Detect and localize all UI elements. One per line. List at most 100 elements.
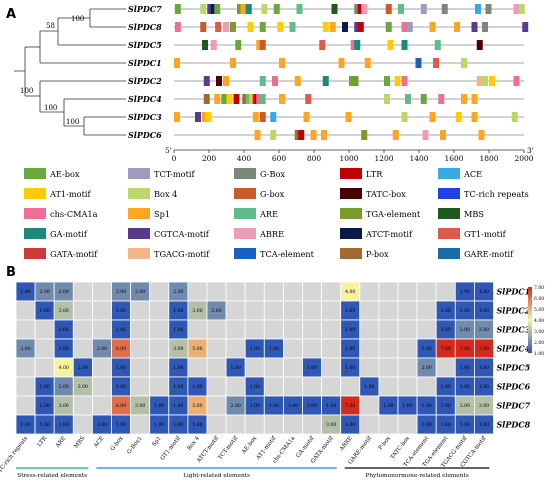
legend-label: GATA-motif <box>50 249 98 259</box>
legend-label: AE-box <box>49 169 80 179</box>
motif-box <box>461 94 467 104</box>
legend-swatch <box>340 168 362 179</box>
motif-box <box>270 130 277 140</box>
heatmap-cell <box>321 338 342 359</box>
legend-swatch <box>438 208 460 219</box>
motif-box <box>489 76 495 86</box>
heatmap-cell <box>15 376 36 397</box>
heatmap-cell <box>302 319 323 340</box>
heatmap-cell <box>149 281 170 302</box>
heatmap-cell-label: 3.00 <box>326 422 336 428</box>
heatmap-cell <box>321 281 342 302</box>
tree-branch <box>63 98 126 127</box>
heatmap-column-label: AE-box <box>241 435 259 456</box>
legend-label: Sp1 <box>154 209 170 219</box>
motif-box <box>296 4 303 14</box>
legend-label: MBS <box>464 209 484 219</box>
heatmap-cell <box>435 357 456 378</box>
heatmap-cell <box>435 281 456 302</box>
heatmap-cell-label: 1.00 <box>441 327 451 333</box>
motif-box <box>279 94 285 104</box>
heatmap-cell <box>206 281 227 302</box>
motif-box <box>384 76 390 86</box>
heatmap-cell <box>130 357 151 378</box>
motif-box <box>394 76 401 86</box>
heatmap-cell-label: 1.00 <box>345 327 355 333</box>
heatmap-cell <box>187 357 208 378</box>
heatmap-cell-label: 1.00 <box>116 327 126 333</box>
motif-box <box>518 4 525 14</box>
heatmap-cell-label: 1.00 <box>59 422 69 428</box>
heatmap-cell <box>282 319 303 340</box>
gene-name: SlPDC3 <box>128 112 162 122</box>
tree-branch <box>83 116 126 136</box>
heatmap-cell <box>263 319 284 340</box>
legend-label: GT1-motif <box>464 229 507 239</box>
heatmap-cell-label: 1.00 <box>441 384 451 390</box>
heatmap-cell <box>302 300 323 321</box>
bootstrap-value: 100 <box>20 87 33 95</box>
motif-box <box>200 4 207 14</box>
motif-box <box>279 58 285 68</box>
motif-box <box>482 76 488 86</box>
motif-box <box>235 40 242 50</box>
heatmap-cell <box>282 357 303 378</box>
heatmap-cell <box>416 376 437 397</box>
heatmap-cell-label: 1.00 <box>460 422 470 428</box>
axis-5-prime: 5' <box>165 146 172 155</box>
heatmap-cell-label: 2.00 <box>231 403 241 409</box>
motif-box <box>252 94 259 104</box>
heatmap-cell-label: 1.00 <box>173 403 183 409</box>
heatmap-cell <box>263 281 284 302</box>
motif-box <box>422 130 429 140</box>
heatmap-cell <box>378 414 399 435</box>
heatmap-cell <box>359 357 380 378</box>
heatmap-cell-label: 1.00 <box>422 403 432 409</box>
heatmap-cell <box>187 319 208 340</box>
heatmap-cell-label: 1.00 <box>116 384 126 390</box>
heatmap-cell-label: 5.00 <box>192 403 202 409</box>
position-axis: 0 200 400 600 800 1000 1200 1400 1600 1800 2000 5' 3… <box>165 146 534 163</box>
motif-box <box>420 4 427 14</box>
legend-label: GARE-motif <box>464 249 514 259</box>
motif-box <box>277 22 284 32</box>
motif-box <box>259 76 266 86</box>
heatmap-cell <box>244 414 265 435</box>
legend-label: ACE <box>463 169 482 179</box>
motif-box <box>361 4 368 14</box>
heatmap-cell <box>263 414 284 435</box>
motif-box <box>513 4 520 14</box>
heatmap-cell <box>397 338 418 359</box>
heatmap-cell-label: 1.00 <box>78 365 88 371</box>
motif-box <box>261 4 268 14</box>
heatmap-cell-label: 1.00 <box>59 346 69 352</box>
legend-label: CGTCA-motif <box>154 229 210 239</box>
heatmap-cell-label: 1.00 <box>269 403 279 409</box>
heatmap-cell <box>397 357 418 378</box>
heatmap-cell <box>130 338 151 359</box>
heatmap-cell-label: 1.00 <box>116 422 126 428</box>
legend-swatch <box>234 188 256 199</box>
motif-box <box>254 130 261 140</box>
legend-label: AT1-motif <box>49 189 92 199</box>
heatmap-cell-label: 1.00 <box>231 365 241 371</box>
motif-box <box>273 4 280 14</box>
motif-box <box>294 130 301 140</box>
heatmap-cell-label: 1.00 <box>345 346 355 352</box>
heatmap-cell-label: 2.00 <box>135 289 145 295</box>
motif-box <box>471 22 478 32</box>
heatmap-cell <box>302 376 323 397</box>
heatmap-cell <box>149 338 170 359</box>
axis-tick-label: 1400 <box>409 154 428 163</box>
heatmap-row-label: SlPDC6 <box>497 382 531 392</box>
motif-box <box>349 76 355 86</box>
heatmap-cell <box>282 338 303 359</box>
axis-tick-label: 400 <box>237 154 252 163</box>
legend-swatch <box>24 168 46 179</box>
legend-swatch <box>234 248 256 259</box>
gene-name: SlPDC1 <box>128 58 162 68</box>
heatmap-cell-label: 1.00 <box>460 308 470 314</box>
legend-swatch <box>128 168 150 179</box>
motif-box <box>256 40 263 50</box>
heatmap-cell-label: 1.00 <box>173 365 183 371</box>
